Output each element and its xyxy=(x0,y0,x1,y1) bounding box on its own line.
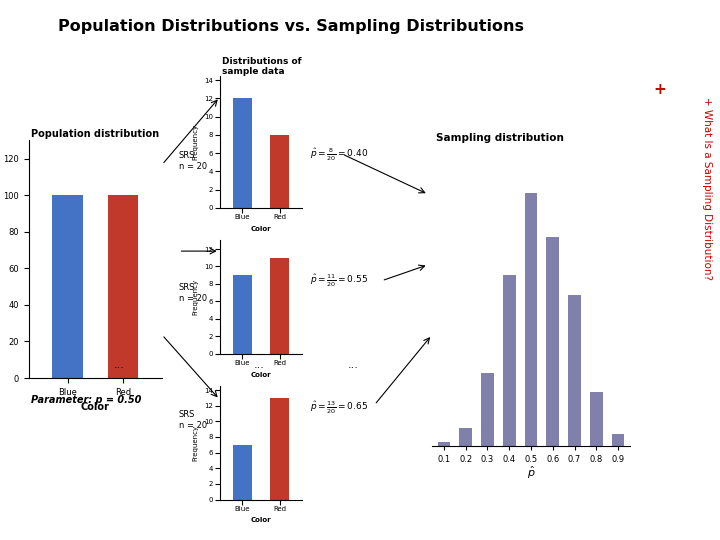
Bar xyxy=(459,428,472,446)
Text: Parameter: p = 0.50: Parameter: p = 0.50 xyxy=(31,395,141,406)
Text: + What Is a Sampling Distribution?: + What Is a Sampling Distribution? xyxy=(702,97,712,280)
Bar xyxy=(233,98,251,208)
Bar xyxy=(590,392,603,445)
Bar xyxy=(503,275,516,445)
Text: $\hat{p} = \frac{8}{20} = 0.40$: $\hat{p} = \frac{8}{20} = 0.40$ xyxy=(310,146,368,163)
X-axis label: Color: Color xyxy=(251,372,271,377)
X-axis label: $\hat{p}$: $\hat{p}$ xyxy=(527,465,535,481)
Bar xyxy=(233,445,251,500)
Bar xyxy=(53,195,83,378)
Bar xyxy=(612,434,624,445)
Text: Population distribution: Population distribution xyxy=(31,129,159,139)
Text: Population Distributions vs. Sampling Distributions: Population Distributions vs. Sampling Di… xyxy=(58,19,523,34)
Bar xyxy=(271,258,289,354)
Text: ...: ... xyxy=(253,360,265,369)
Text: SRS
n = 20: SRS n = 20 xyxy=(179,151,207,171)
Bar xyxy=(481,373,494,446)
X-axis label: Color: Color xyxy=(81,402,110,412)
Text: SRS
n = 20: SRS n = 20 xyxy=(179,410,207,430)
Bar xyxy=(271,135,289,208)
Y-axis label: Frequency: Frequency xyxy=(193,279,199,315)
Bar xyxy=(108,195,138,378)
X-axis label: Color: Color xyxy=(251,226,271,232)
Bar xyxy=(233,275,251,354)
Text: ...: ... xyxy=(113,360,125,369)
Text: Distributions of
sample data: Distributions of sample data xyxy=(222,57,302,76)
Text: $\hat{p} = \frac{11}{20} = 0.55$: $\hat{p} = \frac{11}{20} = 0.55$ xyxy=(310,273,368,289)
Text: SRS
n = 20: SRS n = 20 xyxy=(179,284,207,303)
Bar xyxy=(568,295,581,446)
Text: Sampling distribution: Sampling distribution xyxy=(436,133,564,144)
Y-axis label: Frequency: Frequency xyxy=(193,124,199,160)
Y-axis label: Frequency: Frequency xyxy=(193,425,199,461)
Bar xyxy=(546,237,559,446)
Text: ...: ... xyxy=(347,360,359,369)
Text: $\hat{p} = \frac{13}{20} = 0.65$: $\hat{p} = \frac{13}{20} = 0.65$ xyxy=(310,400,368,416)
Bar xyxy=(525,193,537,446)
X-axis label: Color: Color xyxy=(251,517,271,523)
Text: +: + xyxy=(654,82,667,97)
Bar xyxy=(271,398,289,500)
Bar xyxy=(438,442,450,446)
